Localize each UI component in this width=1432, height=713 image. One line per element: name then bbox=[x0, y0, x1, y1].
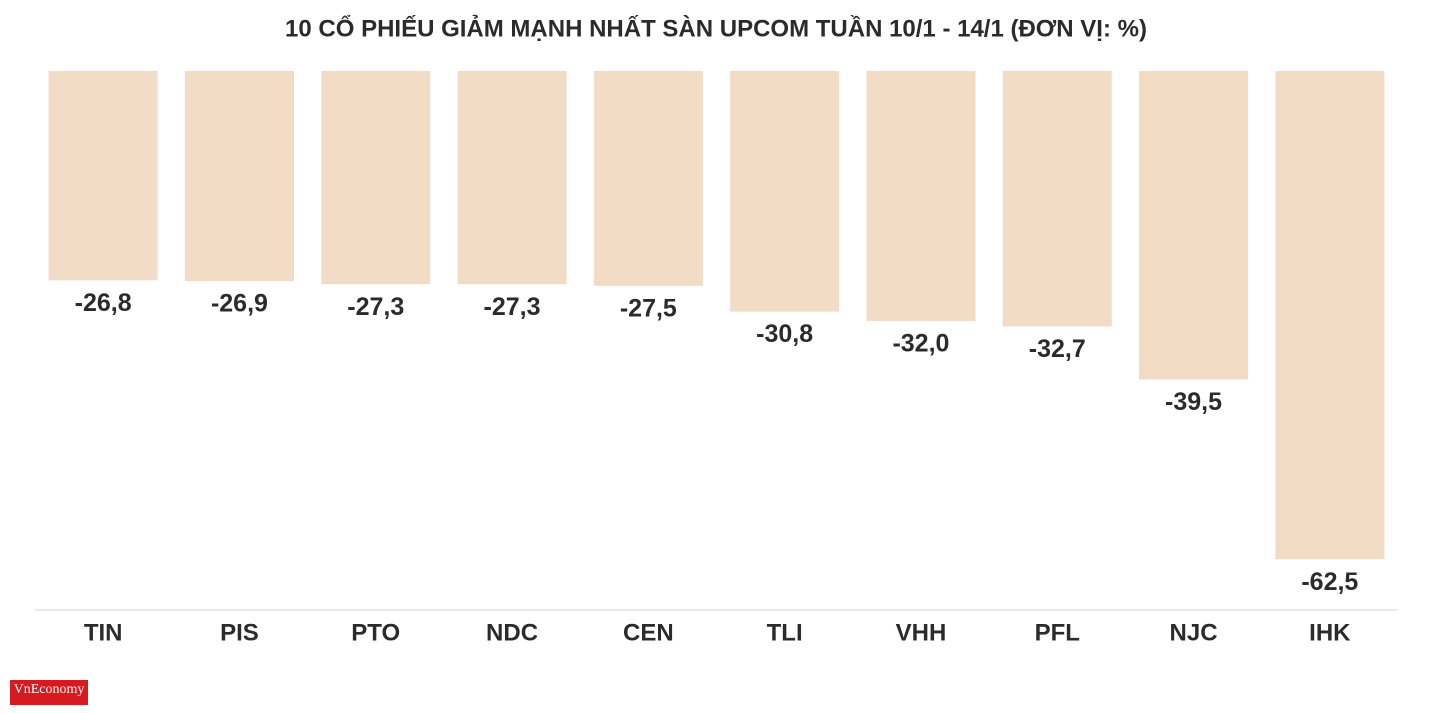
x-tick-label: NDC bbox=[486, 619, 538, 646]
bar bbox=[184, 71, 294, 282]
x-tick-label: PIS bbox=[220, 619, 259, 646]
bar bbox=[1139, 71, 1249, 380]
x-tick-label: IHK bbox=[1309, 619, 1351, 646]
value-label: -27,3 bbox=[347, 293, 404, 321]
value-label: -32,7 bbox=[1029, 335, 1086, 363]
bar bbox=[730, 71, 840, 312]
logo-text: VnEconomy bbox=[14, 682, 85, 697]
logo-box bbox=[10, 680, 88, 705]
value-label: -39,5 bbox=[1165, 388, 1222, 416]
value-label: -32,0 bbox=[892, 330, 949, 358]
x-tick-label: NJC bbox=[1170, 619, 1218, 646]
chart-title: 10 CỔ PHIẾU GIẢM MẠNH NHẤT SÀN UPCOM TUẦ… bbox=[285, 13, 1147, 42]
x-tick-label: TIN bbox=[84, 619, 123, 646]
x-tick-label: TLI bbox=[767, 619, 803, 646]
value-label: -62,5 bbox=[1301, 568, 1358, 596]
x-tick-label: PTO bbox=[351, 619, 400, 646]
bar bbox=[593, 71, 703, 286]
value-label: -30,8 bbox=[756, 320, 813, 348]
value-label: -27,5 bbox=[620, 294, 677, 322]
x-tick-label: PFL bbox=[1035, 619, 1080, 646]
x-tick-label: CEN bbox=[623, 619, 674, 646]
bar bbox=[1002, 71, 1112, 327]
bar bbox=[48, 71, 158, 281]
value-label: -27,3 bbox=[484, 293, 541, 321]
bar bbox=[1275, 71, 1385, 560]
bar bbox=[457, 71, 567, 285]
value-label: -26,9 bbox=[211, 290, 268, 318]
value-label: -26,8 bbox=[75, 289, 132, 317]
bar bbox=[866, 71, 976, 321]
bar bbox=[321, 71, 431, 285]
x-tick-label: VHH bbox=[896, 619, 947, 646]
